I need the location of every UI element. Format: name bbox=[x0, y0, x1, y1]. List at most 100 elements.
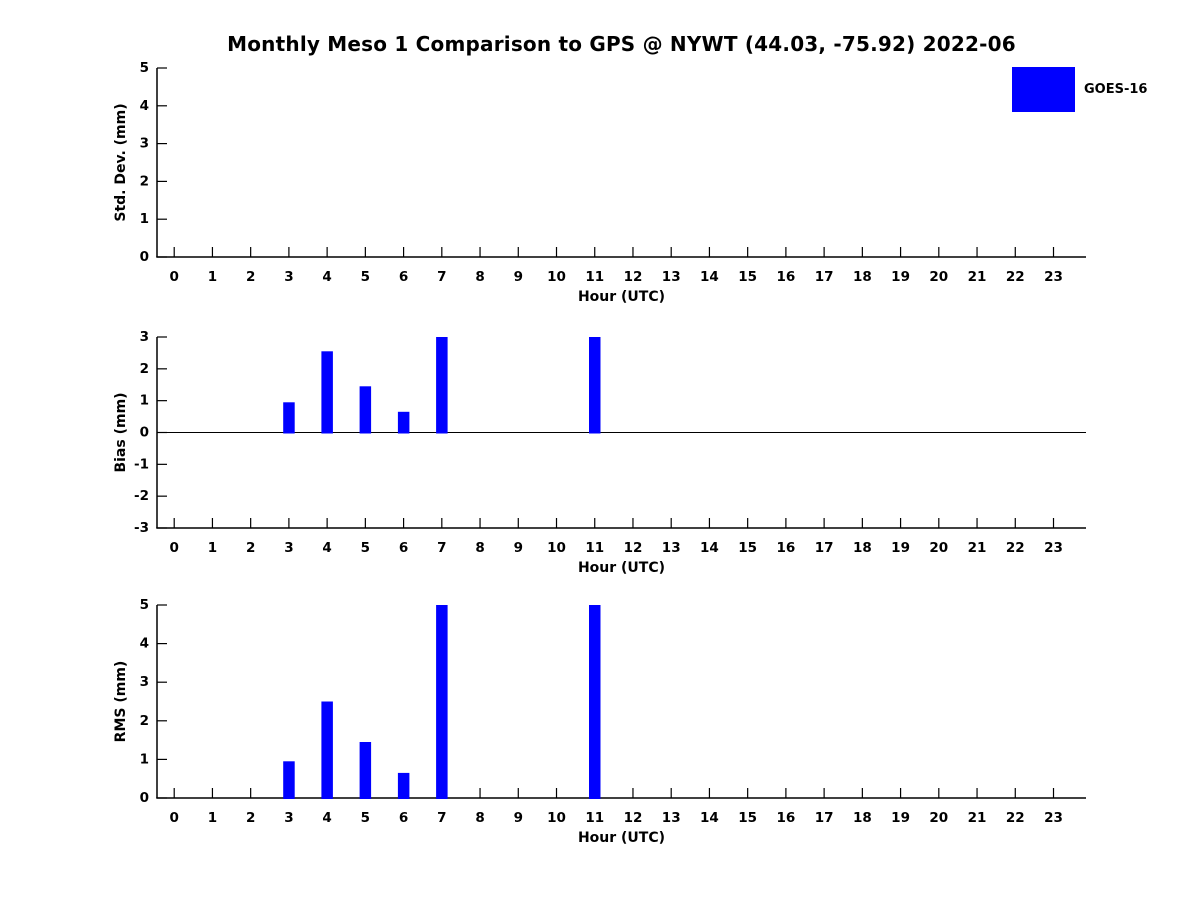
x-tick-label: 21 bbox=[968, 810, 987, 826]
y-tick-label: 2 bbox=[140, 173, 149, 189]
x-tick-label: 12 bbox=[624, 540, 643, 556]
x-tick-label: 5 bbox=[361, 810, 370, 826]
x-tick-label: 17 bbox=[815, 810, 834, 826]
x-tick-label: 7 bbox=[437, 540, 446, 556]
bar-rms-hour-11 bbox=[589, 605, 601, 799]
x-tick-label: 19 bbox=[891, 540, 910, 556]
x-tick-label: 22 bbox=[1006, 540, 1025, 556]
legend-swatch-goes16 bbox=[1012, 67, 1075, 112]
bar-rms-hour-4 bbox=[321, 701, 333, 799]
x-tick-label: 3 bbox=[284, 540, 293, 556]
y-tick-label: 4 bbox=[140, 636, 149, 652]
x-tick-label: 6 bbox=[399, 810, 408, 826]
x-tick-label: 11 bbox=[585, 540, 604, 556]
y-tick-label: 0 bbox=[140, 790, 149, 806]
x-tick-label: 10 bbox=[547, 540, 566, 556]
y-tick-label: 2 bbox=[140, 361, 149, 377]
x-tick-label: 2 bbox=[246, 540, 255, 556]
y-tick-label: 1 bbox=[140, 393, 149, 409]
y-tick-label: -2 bbox=[134, 488, 149, 504]
bar-bias-hour-3 bbox=[283, 402, 295, 434]
x-tick-label: 17 bbox=[815, 269, 834, 285]
y-tick-label: 1 bbox=[140, 211, 149, 227]
y-axis-label-rms: RMS (mm) bbox=[113, 661, 129, 743]
x-tick-label: 4 bbox=[322, 540, 331, 556]
x-tick-label: 8 bbox=[475, 269, 484, 285]
legend-series-label: GOES-16 bbox=[1084, 82, 1148, 97]
x-tick-label: 3 bbox=[284, 810, 293, 826]
x-tick-label: 16 bbox=[776, 269, 795, 285]
x-axis-label-bias: Hour (UTC) bbox=[578, 560, 665, 576]
x-tick-label: 20 bbox=[929, 810, 948, 826]
chart-title: Monthly Meso 1 Comparison to GPS @ NYWT … bbox=[227, 32, 1016, 56]
y-tick-label: 3 bbox=[140, 674, 149, 690]
x-tick-label: 14 bbox=[700, 540, 719, 556]
x-tick-label: 7 bbox=[437, 810, 446, 826]
x-tick-label: 18 bbox=[853, 269, 872, 285]
x-tick-label: 0 bbox=[170, 810, 179, 826]
x-tick-label: 10 bbox=[547, 810, 566, 826]
bar-bias-hour-11 bbox=[589, 337, 601, 434]
bar-rms-hour-3 bbox=[283, 761, 295, 799]
y-tick-label: 3 bbox=[140, 329, 149, 345]
y-tick-label: 5 bbox=[140, 597, 149, 613]
bar-bias-hour-4 bbox=[321, 351, 333, 434]
x-tick-label: 0 bbox=[170, 269, 179, 285]
x-tick-label: 23 bbox=[1044, 540, 1063, 556]
x-tick-label: 6 bbox=[399, 540, 408, 556]
bar-rms-hour-6 bbox=[397, 772, 410, 799]
x-tick-label: 4 bbox=[322, 810, 331, 826]
x-tick-label: 9 bbox=[514, 269, 523, 285]
y-tick-label: 3 bbox=[140, 136, 149, 152]
x-tick-label: 21 bbox=[968, 540, 987, 556]
x-tick-label: 19 bbox=[891, 269, 910, 285]
x-tick-label: 17 bbox=[815, 540, 834, 556]
x-tick-label: 19 bbox=[891, 810, 910, 826]
x-tick-label: 5 bbox=[361, 269, 370, 285]
x-tick-label: 7 bbox=[437, 269, 446, 285]
x-tick-label: 11 bbox=[585, 810, 604, 826]
x-tick-label: 14 bbox=[700, 810, 719, 826]
x-tick-label: 8 bbox=[475, 810, 484, 826]
bar-rms-hour-5 bbox=[359, 742, 372, 799]
x-tick-label: 22 bbox=[1006, 269, 1025, 285]
x-tick-label: 9 bbox=[514, 540, 523, 556]
x-tick-label: 12 bbox=[624, 810, 643, 826]
x-tick-label: 1 bbox=[208, 810, 217, 826]
y-tick-label: 1 bbox=[140, 751, 149, 767]
y-tick-label: -1 bbox=[134, 456, 149, 472]
x-tick-label: 14 bbox=[700, 269, 719, 285]
x-tick-label: 5 bbox=[361, 540, 370, 556]
x-tick-label: 21 bbox=[968, 269, 987, 285]
y-tick-label: 2 bbox=[140, 713, 149, 729]
x-tick-label: 20 bbox=[929, 540, 948, 556]
x-tick-label: 9 bbox=[514, 810, 523, 826]
x-tick-label: 13 bbox=[662, 540, 681, 556]
x-tick-label: 18 bbox=[853, 810, 872, 826]
x-tick-label: 13 bbox=[662, 810, 681, 826]
legend: GOES-16 bbox=[1012, 67, 1147, 112]
y-axis-label-bias: Bias (mm) bbox=[113, 392, 129, 472]
x-tick-label: 23 bbox=[1044, 269, 1063, 285]
x-tick-label: 20 bbox=[929, 269, 948, 285]
y-tick-label: 5 bbox=[140, 60, 149, 76]
x-tick-label: 16 bbox=[776, 810, 795, 826]
x-tick-label: 0 bbox=[170, 540, 179, 556]
x-tick-label: 15 bbox=[738, 269, 757, 285]
x-tick-label: 11 bbox=[585, 269, 604, 285]
x-tick-label: 6 bbox=[399, 269, 408, 285]
y-tick-label: 4 bbox=[140, 98, 149, 114]
y-axis-label-std-dev: Std. Dev. (mm) bbox=[113, 103, 129, 221]
x-tick-label: 2 bbox=[246, 810, 255, 826]
x-tick-label: 10 bbox=[547, 269, 566, 285]
x-tick-label: 13 bbox=[662, 269, 681, 285]
x-tick-label: 2 bbox=[246, 269, 255, 285]
bar-bias-hour-5 bbox=[359, 386, 372, 434]
x-axis-label-rms: Hour (UTC) bbox=[578, 830, 665, 846]
x-tick-label: 4 bbox=[322, 269, 331, 285]
x-tick-label: 23 bbox=[1044, 810, 1063, 826]
